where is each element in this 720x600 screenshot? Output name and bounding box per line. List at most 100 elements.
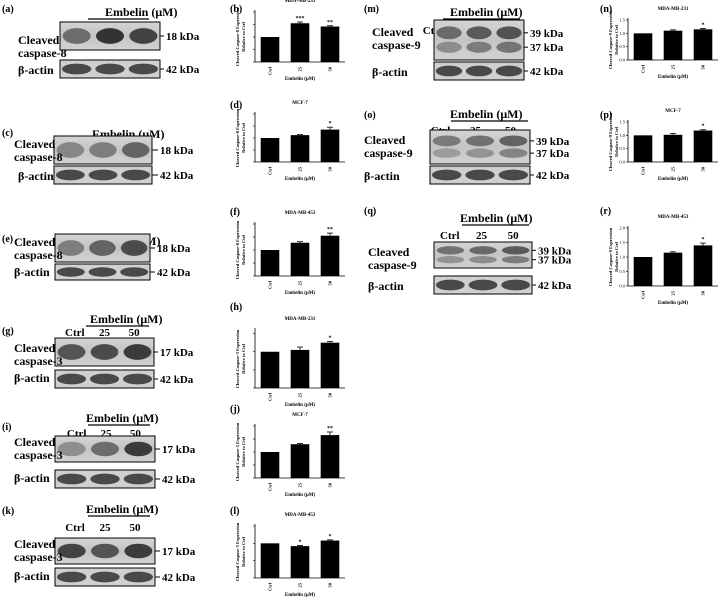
loading-control-label: β-actin — [14, 569, 50, 583]
target-protein-label: caspase-9 — [364, 146, 413, 160]
x-axis-label: Embelin (μM) — [285, 177, 316, 182]
bar — [290, 242, 310, 276]
bar — [260, 250, 280, 276]
bar — [320, 129, 340, 162]
x-tick-label: 25 — [298, 582, 303, 587]
target-protein-label: caspase-3 — [14, 448, 63, 462]
kda-label: 18 kDa — [166, 31, 200, 43]
target-band — [466, 41, 492, 53]
target-protein-label: caspase-3 — [14, 550, 63, 564]
target-protein-label: caspase-8 — [18, 46, 67, 60]
bar — [320, 235, 340, 276]
bar-chart-panel: (j) MCF-7 Cleaved Caspase-3 Expression Rela… — [230, 404, 345, 498]
loading-band — [465, 169, 495, 181]
treatment-header: Embelin (μM) — [86, 502, 158, 516]
kda-label: 17 kDa — [162, 444, 196, 456]
bar — [693, 130, 713, 162]
chart-title: MDA-MB-231 — [285, 0, 316, 4]
kda-label: 17 kDa — [160, 347, 194, 359]
target-band — [124, 441, 153, 457]
bar — [663, 30, 683, 60]
panel-letter: (p) — [600, 110, 612, 121]
target-band — [62, 28, 91, 44]
loading-control-label: β-actin — [372, 65, 408, 79]
y-axis-label: Relative to Ctrl — [614, 241, 619, 271]
x-tick-label: Ctrl — [268, 66, 273, 75]
lane-label: 25 — [100, 522, 112, 534]
lane-label: 50 — [508, 230, 520, 242]
x-tick-label: Ctrl — [268, 166, 273, 175]
bar — [320, 26, 340, 62]
target-band — [91, 441, 119, 457]
loading-band — [88, 169, 118, 181]
loading-control-label: β-actin — [368, 279, 404, 293]
chart-title: MDA-MB-231 — [285, 317, 316, 322]
loading-band — [90, 473, 120, 485]
x-tick-label: 25 — [298, 66, 303, 71]
chart-title: MCF-7 — [292, 413, 308, 418]
bar-chart-panel: (d) MCF-7 Cleaved Caspase-8 Expression Rela… — [230, 100, 345, 182]
x-tick-label: 25 — [298, 280, 303, 285]
y-axis-label: Cleaved Caspase-3 Expression — [235, 522, 240, 581]
panel-letter: (n) — [600, 4, 612, 15]
loading-band — [435, 279, 465, 291]
y-tick-label: 0.5 — [619, 146, 625, 151]
target-band — [96, 28, 124, 44]
y-axis-label: Cleaved Caspase-9 Expression — [608, 10, 613, 69]
panel-letter: (q) — [364, 206, 376, 217]
bar — [320, 342, 340, 388]
x-tick-label: 50 — [701, 166, 706, 171]
bar — [260, 351, 280, 388]
y-axis-label: Cleaved Caspase-3 Expression — [235, 329, 240, 388]
panel-letter: (j) — [230, 404, 240, 415]
target-band — [129, 28, 158, 44]
treatment-header: Embelin (μM) — [460, 211, 532, 225]
target-band — [57, 441, 86, 457]
loading-band — [56, 473, 87, 485]
target-band — [89, 142, 117, 158]
loading-band — [123, 473, 153, 485]
target-band — [89, 240, 116, 256]
target-band — [496, 41, 522, 53]
blot-panel: (i)Embelin (μM)Ctrl 25 50Cleavedcaspase-3β… — [2, 411, 196, 489]
loading-band — [501, 279, 531, 291]
chart-title: MCF-7 — [665, 109, 681, 114]
x-tick-label: Ctrl — [641, 290, 646, 299]
bar — [663, 252, 683, 286]
bar — [290, 444, 310, 478]
lane-label: Ctrl — [65, 522, 85, 534]
x-axis-label: Embelin (μM) — [658, 301, 689, 306]
loading-band — [89, 373, 120, 385]
bar — [260, 37, 280, 62]
bar — [290, 135, 310, 162]
target-protein-label: caspase-8 — [14, 150, 63, 164]
y-tick-label: 2.0 — [619, 226, 625, 231]
y-axis-label: Cleaved Caspase-3 Expression — [235, 422, 240, 481]
significance-marker: * — [702, 23, 705, 29]
chart-title: MDA-MB-453 — [285, 513, 316, 518]
x-axis-label: Embelin (μM) — [285, 593, 316, 598]
y-tick-label: 1.5 — [619, 240, 625, 245]
loading-band — [56, 267, 85, 277]
y-axis-label: Cleaved Caspase-9 Expression — [608, 227, 613, 286]
y-tick-label: 0.5 — [619, 44, 625, 49]
target-band — [121, 142, 150, 158]
target-blot-strip — [429, 129, 531, 165]
y-tick-label: 1.0 — [619, 31, 625, 36]
y-tick-label: 0.0 — [619, 160, 625, 165]
bar — [693, 245, 713, 286]
x-tick-label: 25 — [671, 64, 676, 69]
loading-control-label: β-actin — [14, 371, 50, 385]
target-protein-label: caspase-9 — [368, 258, 417, 272]
y-axis-label: Relative to Ctrl — [241, 234, 246, 264]
bar — [633, 257, 653, 286]
kda-label: 18 kDa — [160, 145, 194, 157]
target-protein-label: Cleaved — [14, 341, 56, 355]
bar-chart-panel: (f) MDA-MB-453 Cleaved Caspase-8 Expressio… — [230, 207, 345, 296]
loading-band — [495, 65, 523, 77]
loading-band — [128, 63, 158, 75]
y-tick-label: 0.5 — [619, 269, 625, 274]
target-band — [466, 26, 492, 40]
target-band — [501, 256, 530, 264]
